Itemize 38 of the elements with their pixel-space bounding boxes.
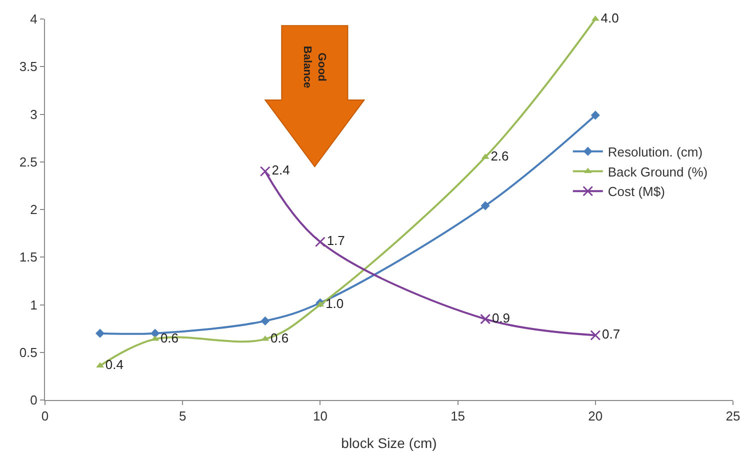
y-tick-label: 2.5 [19, 154, 38, 170]
point [260, 166, 270, 177]
y-tick-label: 4 [30, 12, 38, 27]
data-label: 4.0 [600, 10, 619, 26]
point [260, 316, 270, 326]
annotation: Good Balance [301, 46, 328, 88]
y-tick-label: 3.5 [19, 59, 38, 74]
x-tick-label: 25 [726, 408, 740, 424]
point [150, 328, 160, 338]
y-tick-label: 1 [30, 297, 38, 312]
point [314, 236, 326, 248]
y-tick-label: 2 [30, 202, 38, 218]
legend-label: Cost (M$) [608, 184, 665, 200]
y-tick-label: 0 [30, 392, 38, 408]
point [480, 314, 491, 324]
data-label: 0.7 [602, 326, 620, 342]
x-axis-title: block Size (cm) [341, 434, 437, 451]
data-label: 0.6 [270, 330, 289, 346]
x-tick-label: 0 [41, 408, 49, 424]
legend-label: Back Ground (%) [608, 164, 708, 180]
x-tick-label: 15 [450, 408, 466, 424]
y-tick-label: 0.5 [19, 344, 38, 360]
data-label: 0.9 [492, 310, 510, 326]
y-tick-label: 3 [30, 106, 38, 122]
x-tick-label: 10 [312, 408, 328, 424]
x-tick-label: 5 [178, 408, 186, 424]
data-label: 1.7 [326, 233, 345, 248]
data-label: 2.6 [490, 148, 509, 164]
point [95, 328, 105, 338]
data-label: 0.4 [105, 356, 124, 372]
point [590, 330, 601, 340]
y-tick-label: 1.5 [19, 250, 38, 265]
x-tick-label: 20 [588, 408, 603, 424]
point [590, 110, 600, 120]
data-label: 2.4 [272, 162, 290, 178]
data-label: 1.0 [326, 296, 344, 311]
point [480, 201, 490, 210]
legend-label: Resolution. (cm) [608, 144, 703, 160]
